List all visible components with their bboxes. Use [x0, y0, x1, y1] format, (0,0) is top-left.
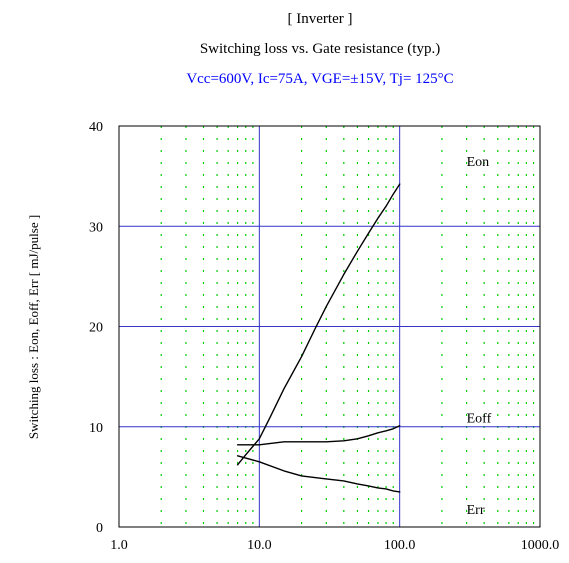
chart-conditions: Vcc=600V, Ic=75A, VGE=±15V, Tj= 125°C — [186, 71, 453, 87]
plot-frame — [118, 125, 541, 528]
chart-subtitle: Switching loss vs. Gate resistance (typ.… — [200, 41, 440, 57]
series-line-eon — [236, 183, 401, 466]
major-grid — [119, 126, 540, 527]
chart-title: [ Inverter ] — [288, 11, 353, 27]
series-line-err — [236, 455, 401, 493]
y-axis-ticks: 0 10 20 30 40 — [89, 120, 103, 536]
series-label-eoff: Eoff — [467, 412, 492, 427]
series-label-err: Err — [467, 503, 485, 518]
y-tick-label: 10 — [89, 421, 103, 436]
series-label-eon: Eon — [467, 155, 490, 170]
x-tick-label: 100.0 — [384, 538, 416, 553]
y-tick-label: 30 — [89, 220, 103, 235]
y-tick-label: 40 — [89, 120, 103, 135]
y-axis-label: Switching loss : Eon, Eoff, Err [ mJ/pul… — [26, 215, 41, 439]
y-tick-label: 0 — [96, 521, 103, 536]
y-tick-label: 20 — [89, 321, 103, 336]
x-tick-label: 1000.0 — [521, 538, 560, 553]
series-line-eoff — [236, 425, 401, 446]
x-tick-label: 1.0 — [110, 538, 128, 553]
x-tick-label: 10.0 — [247, 538, 272, 553]
series-labels: Eon Eoff Err — [467, 155, 492, 518]
x-axis-ticks: 1.0 10.0 100.0 1000.0 — [110, 538, 559, 553]
curves — [236, 183, 401, 493]
